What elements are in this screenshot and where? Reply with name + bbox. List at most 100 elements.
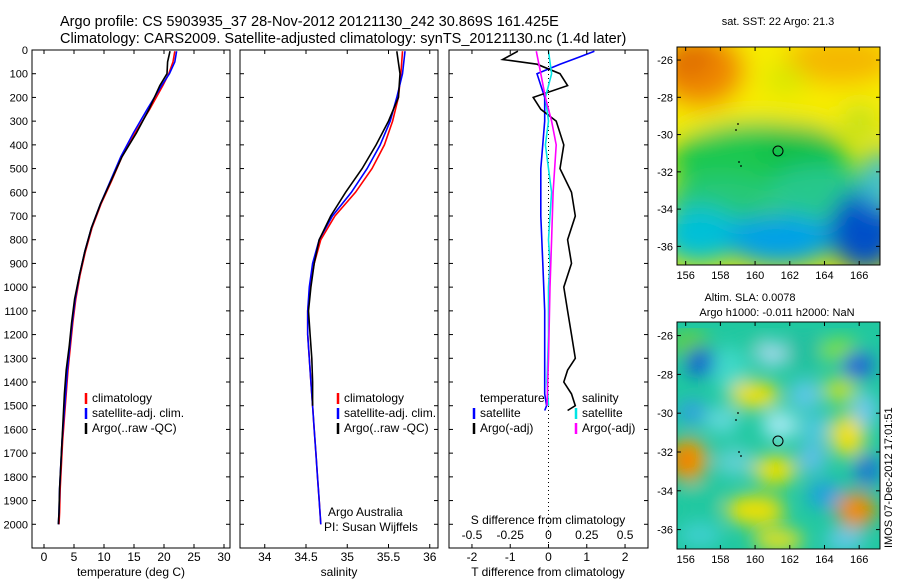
legend-title: temperature [480, 391, 545, 405]
lat-tick-label: -26 [657, 55, 673, 67]
y-tick-label: 200 [10, 92, 28, 104]
legend-entry: satellite-adj. clim. [344, 406, 436, 420]
legend-entry: Argo(-adj) [582, 421, 635, 435]
lon-tick-label: 160 [746, 554, 764, 566]
x-tick-label: 15 [127, 550, 141, 564]
legend-entry: satellite [480, 406, 521, 420]
lat-tick-label: -28 [657, 92, 673, 104]
legend-entry: climatology [92, 391, 152, 405]
s-tick-label: -0.5 [462, 528, 483, 542]
salinity-xlabel: salinity [321, 565, 358, 579]
lon-tick-label: 164 [815, 270, 833, 282]
lon-tick-label: 160 [746, 270, 764, 282]
y-tick-label: 1900 [4, 496, 28, 508]
s-difference-tick-labels: -0.5 -0.25 0 0.25 0.5 [462, 528, 634, 542]
sla-argo-marker [772, 435, 784, 447]
t-difference-label: T difference from climatology [471, 565, 625, 579]
lat-tick-label: -34 [657, 486, 673, 498]
temperature-xlabel: temperature (deg C) [77, 565, 185, 579]
sla-field [677, 322, 880, 549]
t-difference-tick-labels: -2 -1 0 1 2 [449, 49, 648, 564]
x-tick-label: 2 [622, 550, 629, 564]
depth-tick-labels: 0 100 200 300 400 500 600 700 800 900 1000 1100 1200… [4, 45, 230, 531]
legend-entry: satellite-adj. clim. [92, 406, 184, 420]
x-tick-label: 20 [157, 550, 171, 564]
y-tick-label: 500 [10, 164, 28, 176]
y-tick-label: 600 [10, 187, 28, 199]
x-tick-label: -1 [505, 550, 516, 564]
lon-tick-label: 158 [711, 270, 729, 282]
credit-line1: Argo Australia [328, 505, 403, 519]
sla-lon-tick-labels: 156 158 160 162 164 166 [676, 322, 868, 566]
y-tick-label: 1400 [4, 377, 28, 389]
imos-timestamp: IMOS 07-Dec-2012 17:01:51 [883, 407, 895, 548]
temperature-tick-labels: 0 5 10 15 20 25 30 [41, 50, 231, 564]
legend-title: salinity [582, 391, 619, 405]
temperature-profile-lines [57, 51, 178, 525]
temperature-axes-frame [31, 49, 231, 549]
difference-panel: temperaturesatelliteArgo(-adj)salinitysa… [448, 49, 649, 579]
x-tick-label: 36 [423, 550, 437, 564]
lat-tick-label: -36 [657, 525, 673, 537]
x-tick-label: 5 [71, 550, 78, 564]
figure-title-line2: Climatology: CARS2009. Satellite-adjuste… [60, 31, 626, 47]
salinity-profile-lines [306, 51, 406, 525]
legend-entry: satellite [582, 406, 623, 420]
x-tick-label: 1 [583, 550, 590, 564]
s-difference-label: S difference from climatology [471, 513, 626, 527]
lat-tick-label: -36 [657, 241, 673, 253]
lon-tick-label: 156 [676, 554, 694, 566]
y-tick-label: 300 [10, 116, 28, 128]
series-line-salinity-s_argo [535, 51, 558, 406]
series-line-argo [57, 51, 171, 525]
lat-tick-label: -32 [657, 167, 673, 179]
x-tick-label: 10 [97, 550, 111, 564]
salinity-tick-labels: 34 34.5 35 35.5 36 [240, 49, 438, 564]
sst-lat-tick-labels: -26 -28 -30 -32 -34 -36 [657, 55, 880, 253]
legend-entry: Argo(..raw -QC) [92, 421, 177, 435]
series-line-temperature-satellite [536, 50, 595, 411]
credit-line2: PI: Susan Wijffels [324, 520, 418, 534]
sst-field [677, 47, 880, 265]
lon-tick-label: 162 [781, 554, 799, 566]
legend-entry: climatology [344, 391, 404, 405]
y-tick-label: 1700 [4, 448, 28, 460]
salinity-panel: 34 34.5 35 35.5 36 climatologysatellite-adj.… [239, 49, 439, 579]
lat-tick-label: -32 [657, 447, 673, 459]
sla-lat-tick-labels: -26 -28 -30 -32 -34 -36 [657, 331, 880, 537]
y-tick-label: 1000 [4, 282, 28, 294]
s-tick-label: 0 [545, 528, 552, 542]
y-tick-label: 0 [22, 45, 28, 57]
y-tick-label: 1200 [4, 330, 28, 342]
s-tick-label: -0.25 [497, 528, 525, 542]
y-tick-label: 1500 [4, 401, 28, 413]
sst-argo-marker [772, 145, 784, 157]
x-tick-label: 34 [258, 550, 272, 564]
figure-title-line1: Argo profile: CS 5903935_37 28-Nov-2012 … [60, 14, 559, 30]
lat-tick-label: -34 [657, 204, 673, 216]
sla-map-panel: Altim. SLA: 0.0078 Argo h1000: -0.011 h2… [657, 292, 881, 566]
lat-tick-label: -28 [657, 369, 673, 381]
series-line-satellite [306, 51, 406, 525]
s-tick-label: 0.5 [617, 528, 634, 542]
lon-tick-label: 156 [676, 270, 694, 282]
y-tick-label: 1100 [4, 306, 28, 318]
x-tick-label: 35.5 [377, 550, 401, 564]
y-tick-label: 1800 [4, 472, 28, 484]
x-tick-label: 35 [341, 550, 355, 564]
legend-entry: Argo(..raw -QC) [344, 421, 429, 435]
lon-tick-label: 158 [711, 554, 729, 566]
y-tick-label: 2000 [4, 519, 28, 531]
series-line-temperature-argo [500, 50, 577, 412]
difference-legend: temperaturesatelliteArgo(-adj)salinitysa… [472, 391, 635, 435]
lat-tick-label: -30 [657, 130, 673, 142]
lat-tick-label: -26 [657, 331, 673, 343]
legend-entry: Argo(-adj) [480, 421, 533, 435]
y-tick-label: 1300 [4, 353, 28, 365]
sst-lon-tick-labels: 156 158 160 162 164 166 [676, 47, 868, 282]
y-tick-label: 1600 [4, 424, 28, 436]
sst-map-frame [676, 46, 881, 266]
